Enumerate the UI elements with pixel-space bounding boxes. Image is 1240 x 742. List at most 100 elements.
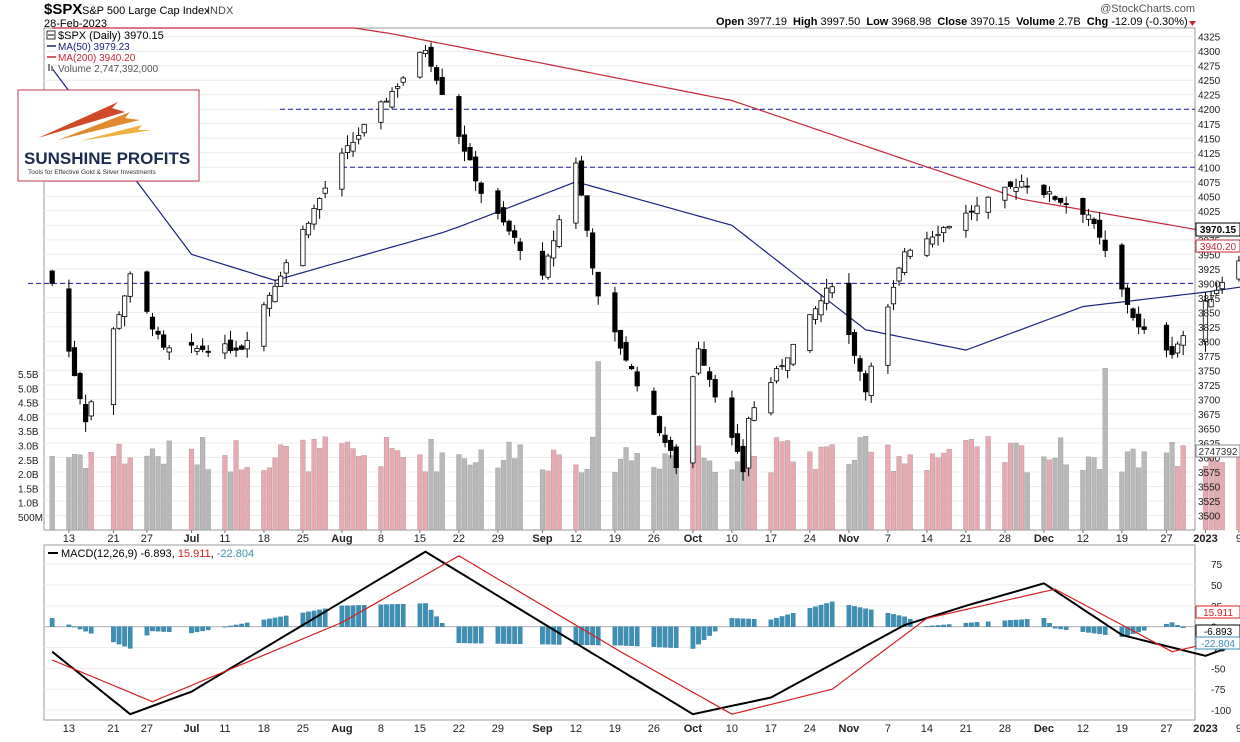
- histogram-bar: [540, 626, 545, 645]
- histogram-bar: [66, 624, 72, 627]
- candle-body: [400, 77, 406, 83]
- volume-bar: [612, 471, 618, 531]
- candle-body: [1169, 346, 1175, 355]
- x-tick-label: 18: [258, 723, 270, 735]
- candle-body: [77, 373, 83, 400]
- candle-body: [773, 368, 780, 382]
- x-tick-label: 15: [414, 723, 426, 735]
- candle-body: [88, 401, 94, 417]
- histogram-bar: [657, 626, 662, 648]
- x-tick-label: 28: [999, 533, 1011, 545]
- candle-body: [690, 376, 696, 464]
- candle-body: [746, 417, 752, 469]
- histogram-bar: [1008, 620, 1013, 627]
- x-tick-label: 12: [1077, 723, 1089, 735]
- x-tick-label: 21: [960, 723, 972, 735]
- histogram-bar: [1019, 619, 1024, 627]
- candle-body: [924, 238, 930, 256]
- x-tick-label: 19: [1116, 723, 1128, 735]
- price-tick-label: 3575: [1198, 468, 1221, 479]
- volume-bar: [617, 458, 624, 531]
- volume-bar: [651, 467, 657, 531]
- volume-bar: [857, 437, 863, 531]
- macd-tick-label: -75: [1211, 685, 1226, 696]
- chart-name: S&P 500 Large Cap Index: [82, 5, 210, 17]
- candle-body: [311, 208, 317, 225]
- histogram-bar: [378, 604, 384, 627]
- histogram-bar: [283, 615, 289, 627]
- histogram-bar: [629, 626, 634, 646]
- x-tick-label: Oct: [684, 723, 703, 735]
- candle-body: [617, 330, 624, 349]
- price-tick-label: 3900: [1198, 279, 1221, 290]
- price-tick-label: 4225: [1198, 91, 1221, 102]
- candle-body: [361, 123, 367, 134]
- volume-bar: [846, 464, 852, 531]
- candle-body: [350, 141, 356, 152]
- histogram-bar: [478, 626, 484, 644]
- candle-body: [194, 348, 200, 352]
- histogram-bar: [746, 618, 751, 627]
- candle-body: [233, 347, 239, 351]
- candle-body: [1236, 260, 1240, 280]
- volume-bar: [227, 471, 234, 531]
- ma200-marker: [1195, 239, 1240, 253]
- price-tick-label: 4325: [1198, 33, 1221, 44]
- candle-body: [127, 273, 133, 297]
- candle-body: [863, 373, 869, 393]
- candle-body: [974, 205, 980, 214]
- candle-body: [545, 255, 551, 278]
- histogram-bar: [946, 624, 952, 627]
- volume-bar: [1163, 452, 1170, 531]
- volume-bar: [656, 468, 663, 531]
- legend-volume-icon: [48, 64, 50, 71]
- volume-tick-label: 1.5B: [18, 484, 39, 495]
- candle-body: [807, 314, 813, 351]
- histogram-bar: [462, 626, 467, 644]
- x-tick-label: Jul: [184, 723, 200, 735]
- histogram-bar: [813, 606, 818, 627]
- histogram-bar: [339, 605, 345, 627]
- x-tick-label: Nov: [839, 723, 861, 735]
- price-tick-label: 3775: [1198, 352, 1221, 363]
- histogram-bar: [1047, 623, 1052, 627]
- candle-body: [985, 196, 991, 213]
- histogram-bar: [111, 626, 116, 643]
- volume-bar: [779, 441, 785, 531]
- candle-body: [846, 282, 852, 336]
- candle-body: [322, 187, 328, 194]
- candle-body: [144, 271, 150, 312]
- histogram-bar: [885, 613, 891, 627]
- candle-body: [578, 160, 585, 196]
- volume-tick-label: 4.5B: [18, 399, 39, 410]
- candle-body: [155, 330, 161, 335]
- candle-body: [1097, 219, 1103, 238]
- volume-bar: [1091, 457, 1097, 531]
- candle-body: [1202, 300, 1209, 343]
- candle-body: [907, 249, 913, 257]
- histogram-bar: [584, 626, 590, 646]
- candle-body: [49, 270, 55, 284]
- volume-bar: [1024, 472, 1030, 531]
- histogram-bar: [651, 626, 657, 647]
- histogram-bar: [729, 618, 735, 627]
- svg-text:2747392: 2747392: [1199, 447, 1238, 458]
- histogram-bar: [896, 615, 902, 627]
- histogram-bar: [144, 626, 150, 636]
- histogram-bar: [774, 617, 779, 627]
- candle-body: [885, 306, 891, 366]
- volume-bar: [896, 456, 902, 531]
- candle-body: [1091, 218, 1097, 224]
- volume-bar: [322, 436, 328, 531]
- logo-rays-icon: [38, 102, 125, 138]
- volume-bar: [456, 454, 462, 531]
- candle-body: [110, 328, 117, 406]
- volume-bar: [545, 470, 551, 531]
- volume-bar: [500, 460, 507, 531]
- volume-bar: [506, 441, 512, 531]
- histogram-bar: [306, 611, 311, 627]
- volume-bar: [751, 456, 757, 531]
- candle-body: [595, 271, 601, 297]
- x-tick-label: 7: [885, 723, 891, 735]
- x-tick-label: 8: [378, 533, 384, 545]
